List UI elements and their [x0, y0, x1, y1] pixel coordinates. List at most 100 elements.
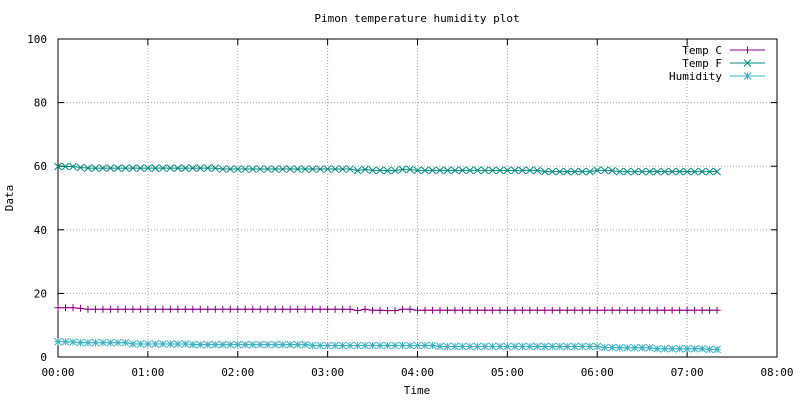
data-point-star: [638, 343, 647, 352]
data-point-x: [84, 164, 92, 172]
data-point-star: [698, 344, 706, 353]
data-point-star: [316, 341, 324, 350]
data-point-plus: [623, 306, 631, 314]
data-point-x: [256, 165, 265, 173]
data-point-plus: [601, 306, 609, 314]
chart-title: Pimon temperature humidity plot: [314, 12, 519, 25]
data-point-x: [683, 167, 691, 176]
data-point-plus: [503, 306, 511, 314]
data-point-star: [660, 344, 669, 353]
y-axis-label: Data: [3, 185, 16, 212]
data-point-x: [690, 167, 699, 176]
data-point-x: [458, 166, 467, 175]
data-point-star: [346, 341, 354, 350]
data-point-x: [653, 167, 662, 176]
data-point-plus: [744, 46, 751, 54]
data-point-star: [600, 343, 609, 352]
data-point-plus: [406, 305, 414, 313]
data-point-star: [466, 342, 474, 351]
data-point-plus: [226, 305, 234, 313]
data-point-x: [376, 166, 384, 175]
data-point-plus: [234, 305, 242, 313]
data-point-plus: [631, 306, 639, 314]
data-point-star: [338, 341, 347, 350]
data-point-star: [630, 343, 639, 352]
data-point-plus: [428, 306, 436, 314]
data-point-x: [211, 164, 220, 172]
data-point-star: [211, 340, 220, 349]
data-point-x: [271, 165, 280, 173]
data-point-x: [540, 167, 549, 176]
data-point-star: [69, 338, 77, 346]
data-point-plus: [443, 306, 451, 314]
data-point-plus: [556, 306, 564, 314]
x-tick-label: 02:00: [221, 366, 254, 379]
data-point-star: [713, 345, 721, 354]
data-point-x: [466, 166, 474, 175]
data-point-plus: [586, 306, 594, 314]
data-point-star: [653, 344, 662, 353]
data-point-x: [54, 162, 62, 171]
data-point-star: [121, 338, 130, 347]
x-tick-label: 07:00: [671, 366, 704, 379]
data-point-star: [173, 340, 182, 348]
y-tick-label: 100: [27, 33, 47, 46]
data-point-x: [698, 167, 706, 176]
data-point-star: [226, 340, 235, 349]
data-point-x: [623, 167, 632, 176]
data-point-star: [593, 342, 602, 351]
data-point-x: [323, 165, 332, 173]
data-point-x: [488, 166, 497, 175]
data-point-star: [136, 340, 145, 348]
x-tick-label: 06:00: [581, 366, 614, 379]
data-point-star: [555, 342, 564, 351]
data-point-x: [99, 164, 107, 172]
data-point-star: [76, 338, 85, 347]
data-point-plus: [69, 304, 77, 312]
data-point-x: [361, 165, 369, 174]
data-point-star: [585, 342, 594, 351]
data-point-star: [181, 340, 190, 348]
data-point-star: [481, 342, 489, 351]
data-point-star: [144, 340, 152, 348]
data-point-star: [443, 342, 452, 351]
data-point-star: [218, 340, 227, 349]
data-point-x: [496, 166, 504, 175]
data-point-x: [615, 167, 624, 176]
data-point-x: [181, 164, 190, 172]
data-point-star: [188, 340, 197, 349]
data-point-star: [91, 338, 100, 347]
axis-ticks: 0 20 40 60 80 100 00:00 01:00 02:00 03:00 04:00 05:…: [27, 33, 793, 379]
legend-label: Humidity: [669, 70, 722, 83]
data-point-star: [690, 344, 699, 353]
data-point-x: [705, 167, 714, 176]
data-point-plus: [473, 306, 481, 314]
data-point-plus: [369, 306, 377, 314]
y-tick-label: 20: [34, 287, 47, 300]
data-point-plus: [294, 305, 302, 313]
data-point-plus: [713, 306, 721, 314]
data-point-star: [503, 342, 512, 351]
data-point-star: [203, 340, 212, 349]
data-point-star: [645, 343, 654, 352]
data-point-plus: [166, 305, 174, 313]
data-point-star: [84, 338, 92, 347]
data-point-star: [413, 341, 422, 350]
data-point-star: [233, 340, 242, 349]
data-point-x: [481, 166, 489, 175]
data-point-plus: [706, 306, 714, 314]
data-point-plus: [436, 306, 444, 314]
data-point-plus: [279, 305, 287, 313]
data-point-plus: [144, 305, 152, 313]
data-point-plus: [339, 305, 347, 313]
data-point-x: [308, 165, 317, 173]
data-point-star: [99, 338, 107, 347]
data-point-x: [608, 166, 617, 175]
data-point-x: [196, 164, 205, 172]
data-point-plus: [151, 305, 159, 313]
data-point-plus: [421, 306, 429, 314]
data-point-x: [421, 166, 429, 175]
data-point-plus: [676, 306, 684, 314]
